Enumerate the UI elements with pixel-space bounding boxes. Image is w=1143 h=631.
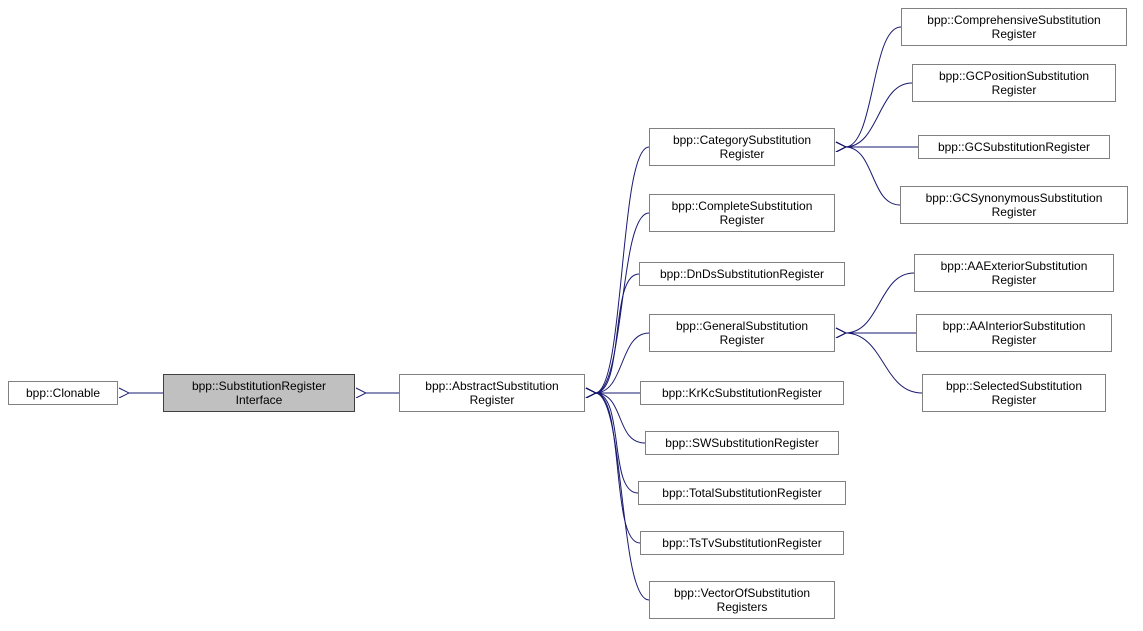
class-node-krkc[interactable]: bpp::KrKcSubstitutionRegister (640, 381, 844, 405)
class-node-vec[interactable]: bpp::VectorOfSubstitution Registers (649, 581, 835, 619)
inheritance-edge (845, 333, 922, 393)
inheritance-edge (845, 83, 912, 147)
class-node-label: bpp::GCSubstitutionRegister (938, 140, 1090, 154)
class-node-label: bpp::ComprehensiveSubstitution Register (927, 13, 1100, 42)
class-node-label: bpp::AAExteriorSubstitution Register (941, 259, 1088, 288)
class-node-compsr[interactable]: bpp::CompleteSubstitution Register (649, 194, 835, 232)
inheritance-edge (845, 147, 900, 205)
class-node-label: bpp::Clonable (26, 386, 100, 400)
class-node-label: bpp::TsTvSubstitutionRegister (662, 536, 821, 550)
class-node-label: bpp::CategorySubstitution Register (673, 133, 811, 162)
class-node-label: bpp::SWSubstitutionRegister (665, 436, 818, 450)
class-node-label: bpp::DnDsSubstitutionRegister (660, 267, 824, 281)
class-node-dnds[interactable]: bpp::DnDsSubstitutionRegister (639, 262, 845, 286)
class-node-label: bpp::GCPositionSubstitution Register (939, 69, 1089, 98)
class-node-aaint[interactable]: bpp::AAInteriorSubstitution Register (916, 314, 1112, 352)
inheritance-edge (595, 213, 649, 393)
class-node-label: bpp::KrKcSubstitutionRegister (662, 386, 822, 400)
class-node-selsr[interactable]: bpp::SelectedSubstitution Register (922, 374, 1106, 412)
class-node-label: bpp::CompleteSubstitution Register (672, 199, 813, 228)
class-node-catsr[interactable]: bpp::CategorySubstitution Register (649, 128, 835, 166)
class-node-label: bpp::SubstitutionRegister Interface (192, 379, 326, 408)
class-node-clonable[interactable]: bpp::Clonable (8, 381, 118, 405)
class-node-asr[interactable]: bpp::AbstractSubstitution Register (399, 374, 585, 412)
class-node-label: bpp::GeneralSubstitution Register (676, 319, 808, 348)
class-node-gcsyn[interactable]: bpp::GCSynonymousSubstitution Register (900, 186, 1128, 224)
class-node-label: bpp::AAInteriorSubstitution Register (943, 319, 1086, 348)
class-node-label: bpp::GCSynonymousSubstitution Register (926, 191, 1103, 220)
inheritance-edge (845, 27, 901, 147)
class-node-gcsr[interactable]: bpp::GCSubstitutionRegister (918, 135, 1110, 159)
class-node-sw[interactable]: bpp::SWSubstitutionRegister (645, 431, 839, 455)
class-node-label: bpp::AbstractSubstitution Register (425, 379, 558, 408)
class-node-gsr[interactable]: bpp::GeneralSubstitution Register (649, 314, 835, 352)
inheritance-edge (595, 393, 638, 493)
class-node-label: bpp::SelectedSubstitution Register (946, 379, 1082, 408)
class-node-gcpos[interactable]: bpp::GCPositionSubstitution Register (912, 64, 1116, 102)
inheritance-edge (595, 393, 640, 543)
class-node-label: bpp::TotalSubstitutionRegister (662, 486, 821, 500)
class-node-compreh[interactable]: bpp::ComprehensiveSubstitution Register (901, 8, 1127, 46)
inheritance-edge (595, 274, 639, 393)
inheritance-edge (845, 273, 914, 333)
class-node-tstv[interactable]: bpp::TsTvSubstitutionRegister (640, 531, 844, 555)
class-node-aaext[interactable]: bpp::AAExteriorSubstitution Register (914, 254, 1114, 292)
class-node-total[interactable]: bpp::TotalSubstitutionRegister (638, 481, 846, 505)
class-node-label: bpp::VectorOfSubstitution Registers (674, 586, 810, 615)
class-node-sri[interactable]: bpp::SubstitutionRegister Interface (163, 374, 355, 412)
inheritance-edge (595, 393, 645, 443)
